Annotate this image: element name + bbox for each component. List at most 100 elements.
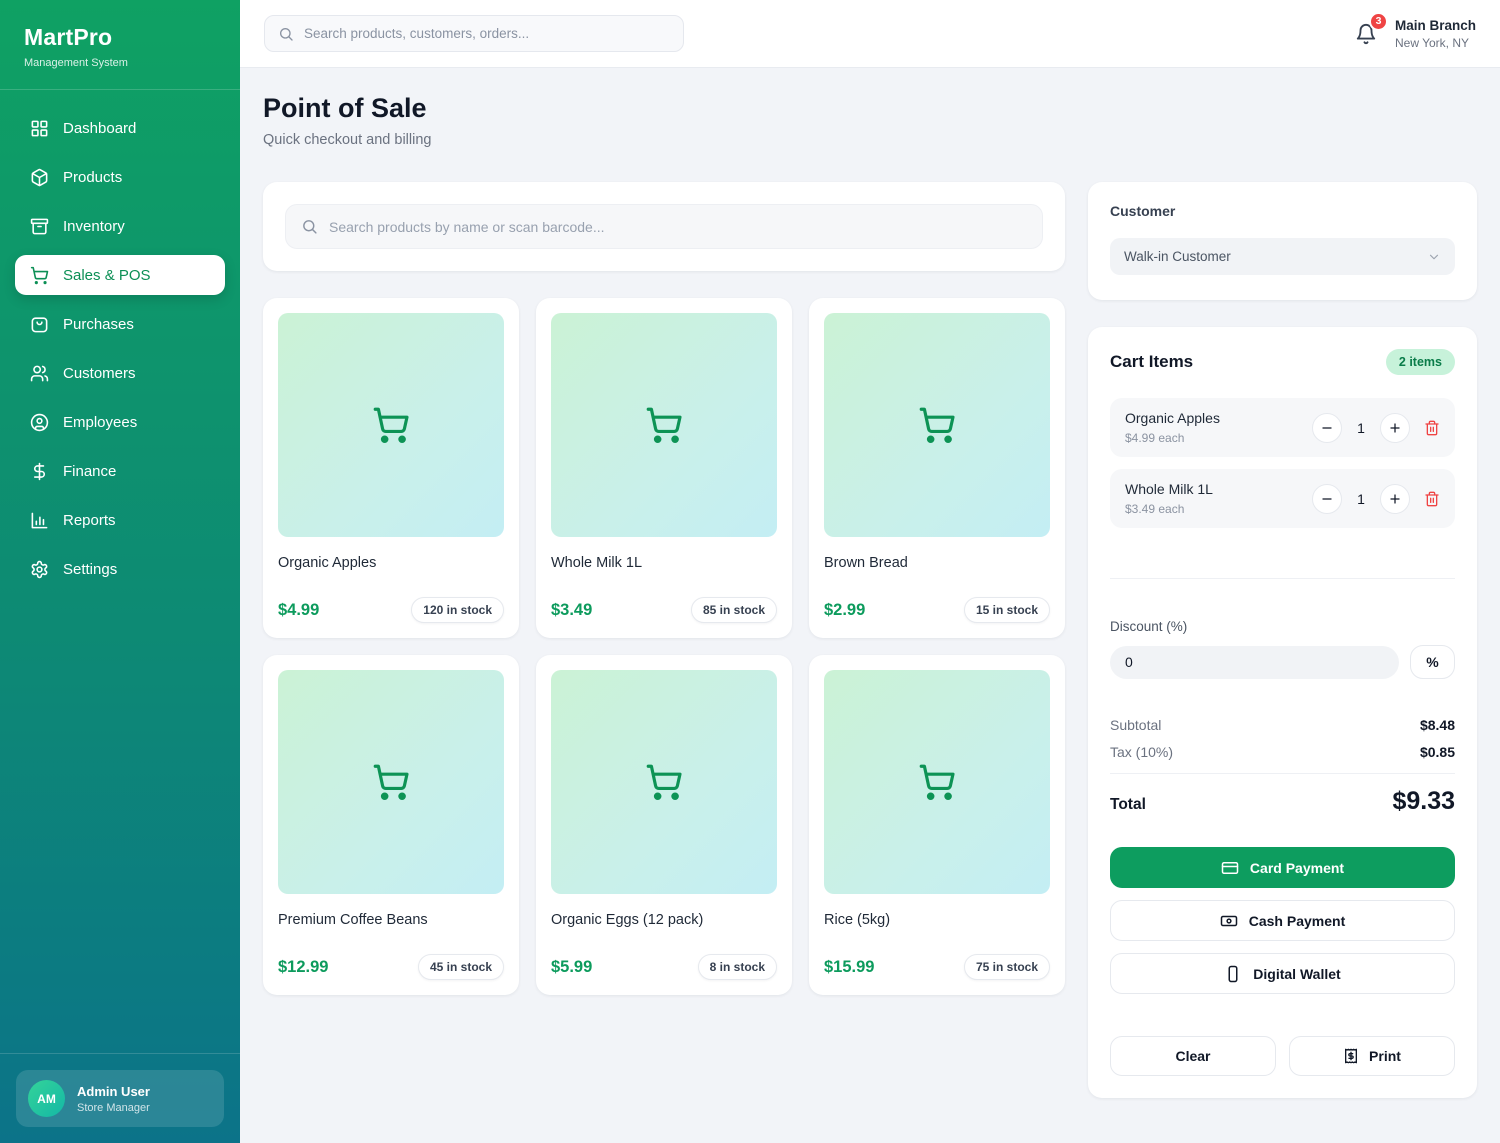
subtotal-value: $8.48 (1419, 717, 1455, 733)
customer-select[interactable]: Walk-in Customer (1110, 238, 1455, 275)
cart-item: Organic Apples $4.99 each 1 (1110, 398, 1455, 457)
sidebar-item-label: Purchases (63, 315, 134, 333)
tax-value: $0.85 (1419, 744, 1455, 760)
notifications-button[interactable]: 3 (1353, 11, 1388, 49)
gear-icon (29, 559, 49, 579)
trash-icon (1425, 420, 1439, 435)
sidebar-item-customers[interactable]: Customers (15, 353, 225, 393)
branch-selector[interactable]: Main Branch New York, NY (1395, 18, 1476, 50)
discount-input[interactable] (1110, 645, 1399, 679)
product-card[interactable]: Whole Milk 1L $3.49 85 in stock (536, 298, 792, 638)
page-subtitle: Quick checkout and billing (263, 132, 432, 148)
total-value: $9.33 (1392, 787, 1455, 815)
card-payment-button[interactable]: Card Payment (1110, 847, 1455, 888)
topbar: 3 Main Branch New York, NY (240, 0, 1500, 68)
product-search-input[interactable] (329, 218, 1027, 235)
divider (1110, 578, 1455, 579)
product-price: $5.99 (551, 957, 593, 976)
cash-payment-button[interactable]: Cash Payment (1110, 900, 1455, 941)
cart-icon (918, 763, 956, 801)
product-name: Whole Milk 1L (551, 555, 643, 571)
chevron-down-icon (1427, 250, 1441, 264)
sidebar-item-dashboard[interactable]: Dashboard (15, 108, 225, 148)
increase-qty-button[interactable] (1380, 412, 1410, 443)
sidebar-item-settings[interactable]: Settings (15, 549, 225, 589)
decrease-qty-button[interactable] (1312, 483, 1342, 514)
stock-badge: 45 in stock (417, 954, 504, 980)
payment-buttons: Card Payment Cash Payment Digital Wallet (1110, 847, 1455, 994)
sidebar-footer: AM Admin User Store Manager (0, 1053, 240, 1143)
product-image (551, 670, 777, 894)
user-circle-icon (29, 412, 49, 432)
totals: Subtotal $8.48 Tax (10%) $0.85 Total $9.… (1110, 717, 1455, 816)
archive-icon (29, 216, 49, 236)
quantity-value: 1 (1357, 419, 1365, 436)
user-card[interactable]: AM Admin User Store Manager (16, 1070, 224, 1127)
stock-badge: 8 in stock (697, 954, 777, 980)
sidebar-item-sales-pos[interactable]: Sales & POS (15, 255, 225, 295)
minus-icon (1321, 422, 1333, 434)
product-card[interactable]: Organic Apples $4.99 120 in stock (263, 298, 519, 638)
increase-qty-button[interactable] (1380, 483, 1410, 514)
sidebar-item-inventory[interactable]: Inventory (15, 206, 225, 246)
total-label: Total (1110, 796, 1146, 813)
digital-wallet-button[interactable]: Digital Wallet (1110, 953, 1455, 994)
product-card[interactable]: Brown Bread $2.99 15 in stock (809, 298, 1065, 638)
sidebar-item-label: Dashboard (63, 119, 137, 137)
stock-badge: 85 in stock (690, 597, 777, 623)
main-content: Point of Sale Quick checkout and billing (240, 68, 1500, 1098)
topbar-right: 3 Main Branch New York, NY (1353, 11, 1476, 50)
trash-icon (1425, 491, 1439, 506)
search-icon (301, 218, 318, 235)
brand-tagline: Management System (24, 57, 128, 69)
stock-badge: 120 in stock (411, 597, 504, 623)
sidebar-item-products[interactable]: Products (15, 157, 225, 197)
plus-icon (1389, 493, 1401, 505)
product-name: Organic Apples (278, 555, 377, 571)
branch-location: New York, NY (1394, 35, 1470, 50)
minus-icon (1321, 493, 1333, 505)
branch-name: Main Branch (1394, 17, 1476, 33)
stock-badge: 15 in stock (963, 597, 1050, 623)
dashboard-icon (29, 118, 49, 138)
sidebar-item-label: Products (63, 168, 123, 186)
sidebar-item-purchases[interactable]: Purchases (15, 304, 225, 344)
sidebar-nav: Dashboard Products Inventory Sales & POS… (0, 90, 240, 616)
product-image (824, 670, 1050, 894)
sidebar-item-employees[interactable]: Employees (15, 402, 225, 442)
decrease-qty-button[interactable] (1312, 412, 1342, 443)
product-card[interactable]: Rice (5kg) $15.99 75 in stock (809, 655, 1065, 995)
percent-button[interactable]: % (1410, 645, 1455, 679)
remove-item-button[interactable] (1424, 420, 1440, 436)
cart-items: Organic Apples $4.99 each 1 (1110, 398, 1455, 528)
cart-icon (29, 265, 49, 285)
page-title: Point of Sale (263, 93, 427, 123)
product-search[interactable] (285, 204, 1043, 249)
product-image (551, 313, 777, 537)
checkout-column: Customer Walk-in Customer Cart Items 2 i… (1088, 182, 1477, 1098)
product-price: $4.99 (278, 600, 320, 619)
smartphone-icon (1224, 965, 1242, 983)
cart-item: Whole Milk 1L $3.49 each 1 (1110, 469, 1455, 528)
brand-name: MartPro (24, 24, 113, 50)
product-image (278, 313, 504, 537)
sidebar-item-label: Reports (63, 511, 116, 529)
product-card[interactable]: Premium Coffee Beans $12.99 45 in stock (263, 655, 519, 995)
product-name: Brown Bread (824, 555, 908, 571)
global-search[interactable] (264, 15, 684, 52)
global-search-input[interactable] (304, 26, 670, 41)
bar-chart-icon (29, 510, 49, 530)
product-price: $2.99 (824, 600, 866, 619)
clear-button[interactable]: Clear (1110, 1036, 1276, 1076)
sidebar-item-reports[interactable]: Reports (15, 500, 225, 540)
sidebar-item-label: Customers (63, 364, 136, 382)
print-button[interactable]: Print (1289, 1036, 1455, 1076)
user-role: Store Manager (77, 1101, 150, 1114)
cart-icon (372, 763, 410, 801)
product-card[interactable]: Organic Eggs (12 pack) $5.99 8 in stock (536, 655, 792, 995)
sidebar-item-finance[interactable]: Finance (15, 451, 225, 491)
cart-icon (372, 406, 410, 444)
product-grid: Organic Apples $4.99 120 in stock Whole … (263, 298, 1065, 995)
remove-item-button[interactable] (1424, 491, 1440, 507)
cart-item-name: Whole Milk 1L (1125, 481, 1213, 497)
